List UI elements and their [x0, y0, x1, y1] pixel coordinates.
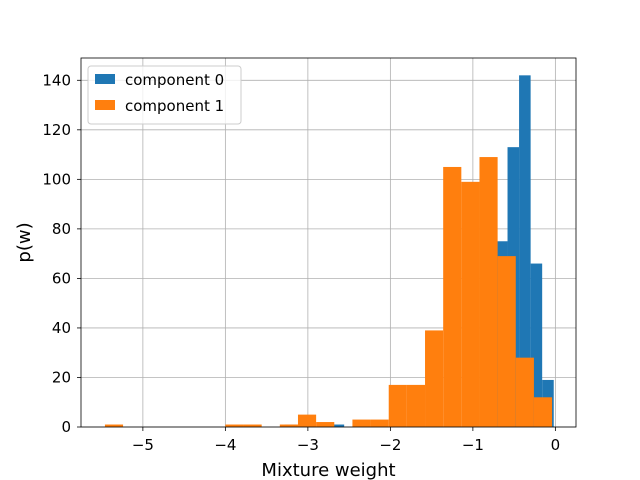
x-tick-label: −4 — [214, 436, 236, 454]
y-axis-label: p(w) — [14, 222, 35, 262]
x-tick-label: −2 — [379, 436, 401, 454]
histogram-bar-component-1 — [352, 419, 371, 427]
histogram-bar-component-1 — [515, 357, 534, 427]
axes-layer: −5 −4 −3 −2 −1 0 0 20 40 60 80 100 120 140 — [42, 57, 577, 454]
histogram-bar-component-1 — [479, 157, 498, 427]
x-tick-label: −3 — [297, 436, 319, 454]
legend-box — [87, 65, 242, 125]
histogram-bar-component-1 — [243, 424, 262, 427]
x-tick-label: −1 — [462, 436, 484, 454]
plot-frame — [80, 57, 577, 428]
histogram-bar-component-1 — [406, 384, 426, 427]
x-tick-label: 0 — [551, 436, 561, 454]
histogram-bar-component-1 — [370, 419, 389, 427]
histogram-bar-component-1 — [497, 256, 516, 427]
histogram-bar-component-0 — [332, 424, 345, 427]
y-tick-label: 140 — [42, 71, 71, 89]
histogram-bar-component-1 — [297, 414, 317, 427]
y-tick-label: 120 — [42, 121, 71, 139]
legend-swatch — [95, 74, 115, 84]
legend-swatch — [95, 100, 115, 110]
y-tick-label: 80 — [52, 220, 71, 238]
histogram-bar-component-0 — [519, 75, 531, 427]
legend: component 0 component 1 — [87, 65, 242, 125]
y-tick-label: 20 — [52, 368, 71, 386]
legend-entry-component-1: component 1 — [95, 97, 224, 115]
histogram-bar-component-1 — [425, 330, 444, 427]
x-axis-label: Mixture weight — [261, 460, 395, 480]
x-tick-label: −5 — [132, 436, 154, 454]
histogram-bar-component-1 — [461, 181, 480, 427]
histogram-bar-component-0 — [530, 263, 543, 427]
y-tick-label: 40 — [52, 319, 71, 337]
histogram-bar-component-1 — [316, 422, 335, 427]
legend-label: component 0 — [125, 71, 224, 89]
histogram-bar-component-1 — [443, 166, 462, 428]
y-tick-label: 0 — [61, 418, 71, 436]
y-tick-label: 100 — [42, 170, 71, 188]
bars-layer — [104, 75, 554, 428]
legend-entry-component-0: component 0 — [95, 71, 224, 89]
histogram-bar-component-1 — [104, 424, 124, 427]
histogram-bar-component-1 — [388, 384, 407, 427]
legend-label: component 1 — [125, 97, 224, 115]
histogram-bar-component-1 — [279, 424, 298, 427]
y-tick-label: 60 — [52, 269, 71, 287]
histogram-bar-component-1 — [533, 397, 553, 427]
histogram-bar-component-1 — [225, 424, 244, 427]
